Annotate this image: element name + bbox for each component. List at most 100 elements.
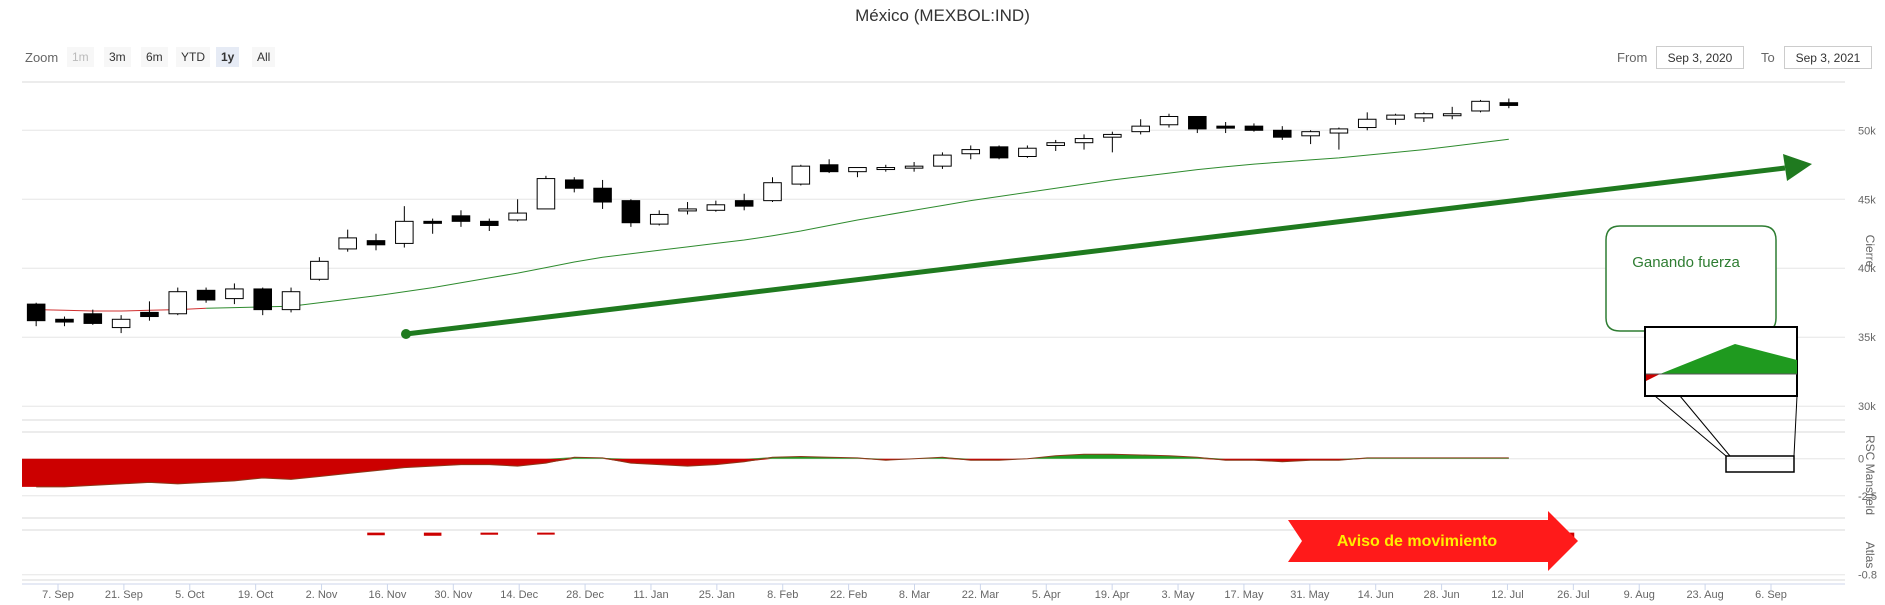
candle-body: [83, 313, 103, 324]
candle-body: [111, 318, 131, 329]
x-tick-label: 2. Nov: [306, 589, 338, 601]
y-tick-label: 50k: [1858, 125, 1876, 137]
x-tick-label: 28. Dec: [566, 589, 604, 601]
candle-body: [621, 200, 641, 224]
candle-body: [1046, 142, 1065, 146]
candle-body: [253, 288, 273, 311]
candle-body: [1471, 100, 1490, 112]
zoom-inset-green: [1660, 344, 1797, 374]
x-tick-label: 8. Feb: [767, 589, 798, 601]
moving-average-line: [206, 138, 1509, 309]
atlas-bar: [537, 532, 555, 535]
rsc-panel: [22, 453, 1509, 488]
candle-body: [678, 208, 697, 212]
trend-arrow-start: [401, 329, 411, 339]
candle-body: [876, 167, 896, 171]
candle-body: [1159, 115, 1179, 126]
x-tick-label: 22. Feb: [830, 589, 867, 601]
candle-body: [281, 291, 301, 311]
candle-body: [593, 187, 612, 203]
candle-body: [1442, 113, 1462, 117]
x-tick-label: 28. Jun: [1424, 589, 1460, 601]
rsc-line: [36, 453, 1509, 488]
candle-body: [1074, 138, 1094, 144]
range-to-input[interactable]: [1784, 46, 1872, 69]
y-tick-label: -2.5: [1858, 491, 1877, 503]
trend-arrow-head: [1783, 154, 1812, 181]
x-tick-label: 9. Aug: [1624, 589, 1655, 601]
x-tick-label: 21. Sep: [105, 589, 143, 601]
zoom-ytd-button[interactable]: YTD: [176, 47, 210, 67]
x-tick-label: 5. Apr: [1032, 589, 1061, 601]
y-axis-label: Atlas: [1863, 542, 1877, 569]
price-panel: [26, 98, 1519, 334]
x-tick-label: 31. May: [1290, 589, 1330, 601]
zoom-3m-button[interactable]: 3m: [104, 47, 131, 67]
x-tick-label: 3. May: [1162, 589, 1196, 601]
annotation-layer: Ganando fuerza Aviso de movimiento: [401, 154, 1812, 571]
candle-body: [451, 215, 471, 222]
candle-body: [508, 212, 527, 221]
y-tick-label: 30k: [1858, 401, 1876, 413]
rsc-positive-area: [36, 454, 1509, 459]
candle-body: [791, 165, 811, 185]
candle-body: [734, 200, 754, 207]
x-tick-label: 22. Mar: [962, 589, 1000, 601]
candle-body: [819, 164, 839, 173]
zoom-connector-left: [1654, 395, 1727, 457]
candle-body: [480, 220, 499, 226]
atlas-bar: [423, 532, 442, 536]
zoom-1y-button[interactable]: 1y: [216, 47, 240, 67]
banner-text: Aviso de movimiento: [1337, 533, 1498, 550]
x-tick-label: 14. Dec: [500, 589, 538, 601]
candle-body: [168, 291, 188, 315]
candle-body: [140, 311, 159, 318]
candle-body: [1216, 125, 1235, 129]
y-tick-label: -0.8: [1858, 570, 1877, 582]
zoom-6m-button[interactable]: 6m: [141, 47, 168, 67]
candle-body: [1386, 114, 1405, 120]
candle-body: [989, 146, 1009, 159]
atlas-bar: [480, 532, 499, 535]
candle-body: [706, 204, 726, 211]
x-tick-label: 26. Jul: [1557, 589, 1589, 601]
candle-body: [1301, 131, 1320, 137]
zoom-all-button[interactable]: All: [252, 47, 276, 67]
y-tick-label: 40k: [1858, 263, 1876, 275]
candle-body: [1018, 147, 1037, 157]
callout-text: Ganando fuerza: [1632, 254, 1740, 271]
y-tick-label: 0: [1858, 454, 1864, 466]
x-tick-label: 7. Sep: [42, 589, 74, 601]
zoom-connector-left2: [1679, 395, 1731, 457]
x-tick-label: 14. Jun: [1358, 589, 1394, 601]
candle-body: [338, 237, 357, 250]
candle-body: [225, 288, 244, 300]
candle-body: [1244, 125, 1264, 131]
candle-body: [1272, 129, 1292, 138]
zoom-source-box: [1725, 455, 1795, 473]
x-tick-label: 11. Jan: [633, 589, 668, 601]
candle-body: [26, 303, 46, 322]
y-axis-label: RSC Mansfield: [1863, 435, 1877, 515]
banner-arrow: [1288, 511, 1578, 571]
x-tick-label: 17. May: [1224, 589, 1264, 601]
candle-body: [55, 318, 74, 323]
zoom-1m-button[interactable]: 1m: [67, 47, 94, 67]
range-from-label: From: [1617, 50, 1648, 65]
y-axis-label: Cierre: [1863, 235, 1877, 268]
candle-body: [763, 182, 782, 202]
y-tick-label: 45k: [1858, 194, 1876, 206]
x-tick-label: 30. Nov: [434, 589, 472, 601]
candle-body: [933, 154, 952, 167]
zoom-inset-red: [1646, 374, 1660, 381]
x-tick-label: 6. Sep: [1755, 589, 1787, 601]
y-tick-label: 35k: [1858, 332, 1876, 344]
candle-body: [564, 179, 584, 189]
candle-body: [196, 289, 216, 301]
x-tick-label: 25. Jan: [699, 589, 735, 601]
range-from-input[interactable]: [1656, 46, 1744, 69]
candle-body: [1414, 113, 1434, 119]
candle-body: [536, 178, 556, 210]
